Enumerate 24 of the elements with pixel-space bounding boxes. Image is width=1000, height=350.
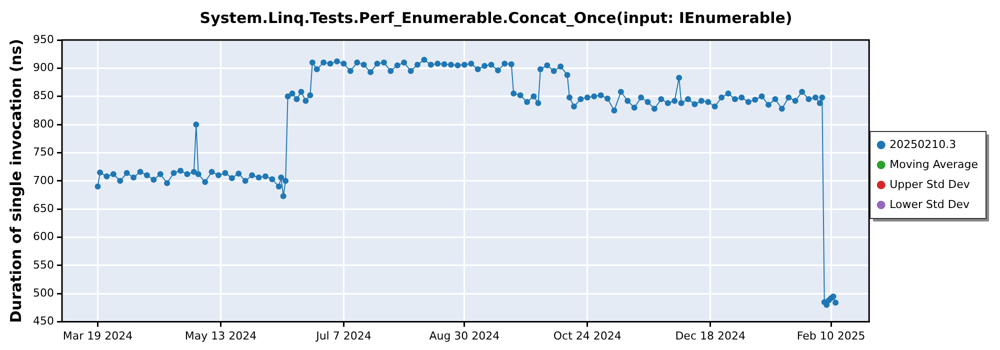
x-tick-label: Dec 18 2024 <box>675 329 746 342</box>
x-tick-label: Oct 24 2024 <box>553 329 622 342</box>
legend-label: 20250210.3 <box>890 138 956 151</box>
x-tick-label: May 13 2024 <box>184 329 257 342</box>
y-tick-label: 950 <box>32 32 54 46</box>
y-tick-label: 500 <box>32 286 54 300</box>
legend-label: Upper Std Dev <box>890 178 970 191</box>
y-tick-label: 850 <box>32 89 54 102</box>
chart-title: System.Linq.Tests.Perf_Enumerable.Concat_Once(input: IEnumerable) <box>200 8 792 27</box>
x-tick-label: Feb 10 2025 <box>796 329 866 342</box>
y-tick-label: 650 <box>32 202 54 215</box>
y-tick-label: 600 <box>32 230 54 244</box>
x-tick-label: Aug 30 2024 <box>429 329 500 342</box>
legend-label: Moving Average <box>890 158 978 171</box>
y-tick-label: 550 <box>32 258 54 272</box>
y-tick-label: 750 <box>32 146 54 159</box>
legend-label: Lower Std Dev <box>890 198 970 211</box>
y-tick-label: 800 <box>32 117 54 130</box>
y-tick-label: 700 <box>32 174 54 187</box>
x-tick-label: Jul 7 2024 <box>315 329 372 342</box>
y-axis-title: Duration of single invocation (ns) <box>6 38 25 323</box>
y-tick-label: 450 <box>32 314 54 328</box>
y-tick-label: 900 <box>32 61 54 74</box>
x-tick-label: Mar 19 2024 <box>62 329 133 342</box>
